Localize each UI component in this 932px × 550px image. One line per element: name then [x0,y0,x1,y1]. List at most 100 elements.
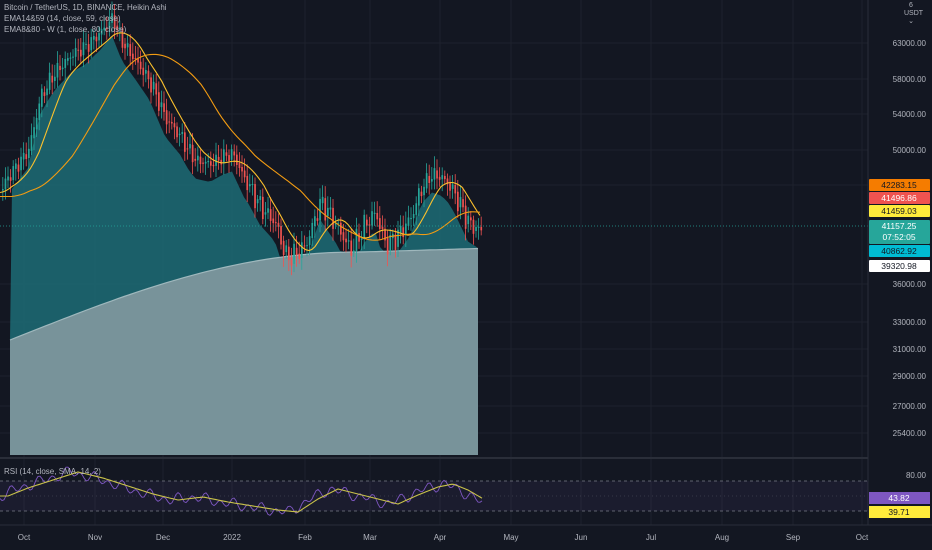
candle-body [173,123,176,128]
candle-body [480,226,483,231]
candle-body [329,207,332,210]
price-axis-label: 31000.00 [893,345,927,354]
candle-body [272,218,275,224]
candle-body [176,126,178,138]
symbol-title[interactable]: Bitcoin / TetherUS, 1D, BINANCE, Heikin … [4,3,167,12]
candle-body [337,222,340,224]
candle-body [108,21,111,29]
candle-body [444,175,446,180]
time-axis-label: Apr [434,533,447,542]
time-axis-label: Mar [363,533,377,542]
time-axis-label: Dec [156,533,170,542]
candle-body [106,28,108,30]
candle-body [100,29,103,35]
candle-body [449,182,451,191]
candle-body [376,213,379,220]
candle-body [358,233,360,242]
candle-body [236,154,238,165]
candle-body [290,257,293,266]
candle-body [475,226,477,231]
candle-body [477,226,480,228]
candle-body [285,245,288,253]
candle-body [217,156,220,161]
candle-body [215,154,217,166]
candle-body [132,53,134,60]
candle-body [264,212,267,215]
candle-body [139,61,142,70]
candle-body [74,47,77,57]
long-ema-line [9,247,479,341]
candle-body [72,56,74,58]
candle-body [308,236,311,246]
candle-body [410,217,412,220]
candle-body [160,102,163,108]
candle-body [238,162,241,169]
price-badge-value: 40862.92 [881,246,917,256]
candle-body [15,163,17,169]
candle-body [121,27,124,48]
candle-body [249,184,251,187]
candle-body [462,199,464,208]
rsi-badge-bg [869,506,930,518]
candle-body [189,143,191,149]
price-badge-countdown: 07:52:05 [882,232,915,242]
candle-body [93,36,95,40]
candle-body [415,203,418,215]
candle-body [41,88,43,107]
price-badge-bg [869,260,930,272]
candle-body [267,208,269,213]
price-badge: 41496.86 [869,192,930,204]
candle-body [119,27,121,30]
indicator-ema8-80[interactable]: EMA8&80 - W (1, close, 80, close) [4,25,127,34]
candle-body [43,92,46,96]
candle-body [28,148,30,159]
currency-label: USDT [904,10,924,17]
candle-body [402,227,405,238]
indicator-ema14-59[interactable]: EMA14&59 (14, close, 59, close) [4,14,121,23]
candle-body [137,58,139,63]
currency-selector[interactable]: 6 USDT ⌄ [904,2,924,26]
candle-body [350,240,353,256]
candle-body [165,110,168,125]
candle-body [269,209,272,221]
price-axis-label: 50000.00 [893,146,927,155]
candle-body [202,162,204,164]
ema-slow-line [0,53,481,241]
candle-body [347,240,350,242]
rsi-sma-line [0,471,483,513]
candle-body [25,154,28,159]
candle-body [191,144,194,163]
candle-body [228,155,230,161]
candle-body [438,176,441,180]
price-badge-value: 41496.86 [881,193,917,203]
candle-body [433,168,436,180]
candle-body [51,75,54,83]
candle-body [342,232,345,241]
price-badge: 40862.92 [869,245,930,257]
candle-body [275,222,277,224]
price-axis-label: 54000.00 [893,110,927,119]
candle-body [431,179,433,182]
price-badge: 39320.98 [869,260,930,272]
candle-body [207,160,210,163]
candle-body [345,238,347,243]
candle-body [113,15,116,29]
candle-body [256,199,259,204]
candle-body [327,207,329,216]
candle-body [464,205,467,229]
rsi-badge: 43.82 [869,492,930,504]
ema-fast-line [0,32,481,252]
candle-body [194,158,197,161]
candle-body [316,218,319,221]
candle-body [280,226,282,245]
rsi-indicator-label[interactable]: RSI (14, close, SMA, 14, 2) [4,467,101,476]
candle-body [259,196,262,200]
time-axis-label: Jun [575,533,588,542]
candle-body [95,36,98,42]
candle-body [48,72,51,90]
candle-body [186,148,189,150]
candle-body [87,44,90,52]
candle-body [399,225,402,234]
candle-body [363,214,366,239]
